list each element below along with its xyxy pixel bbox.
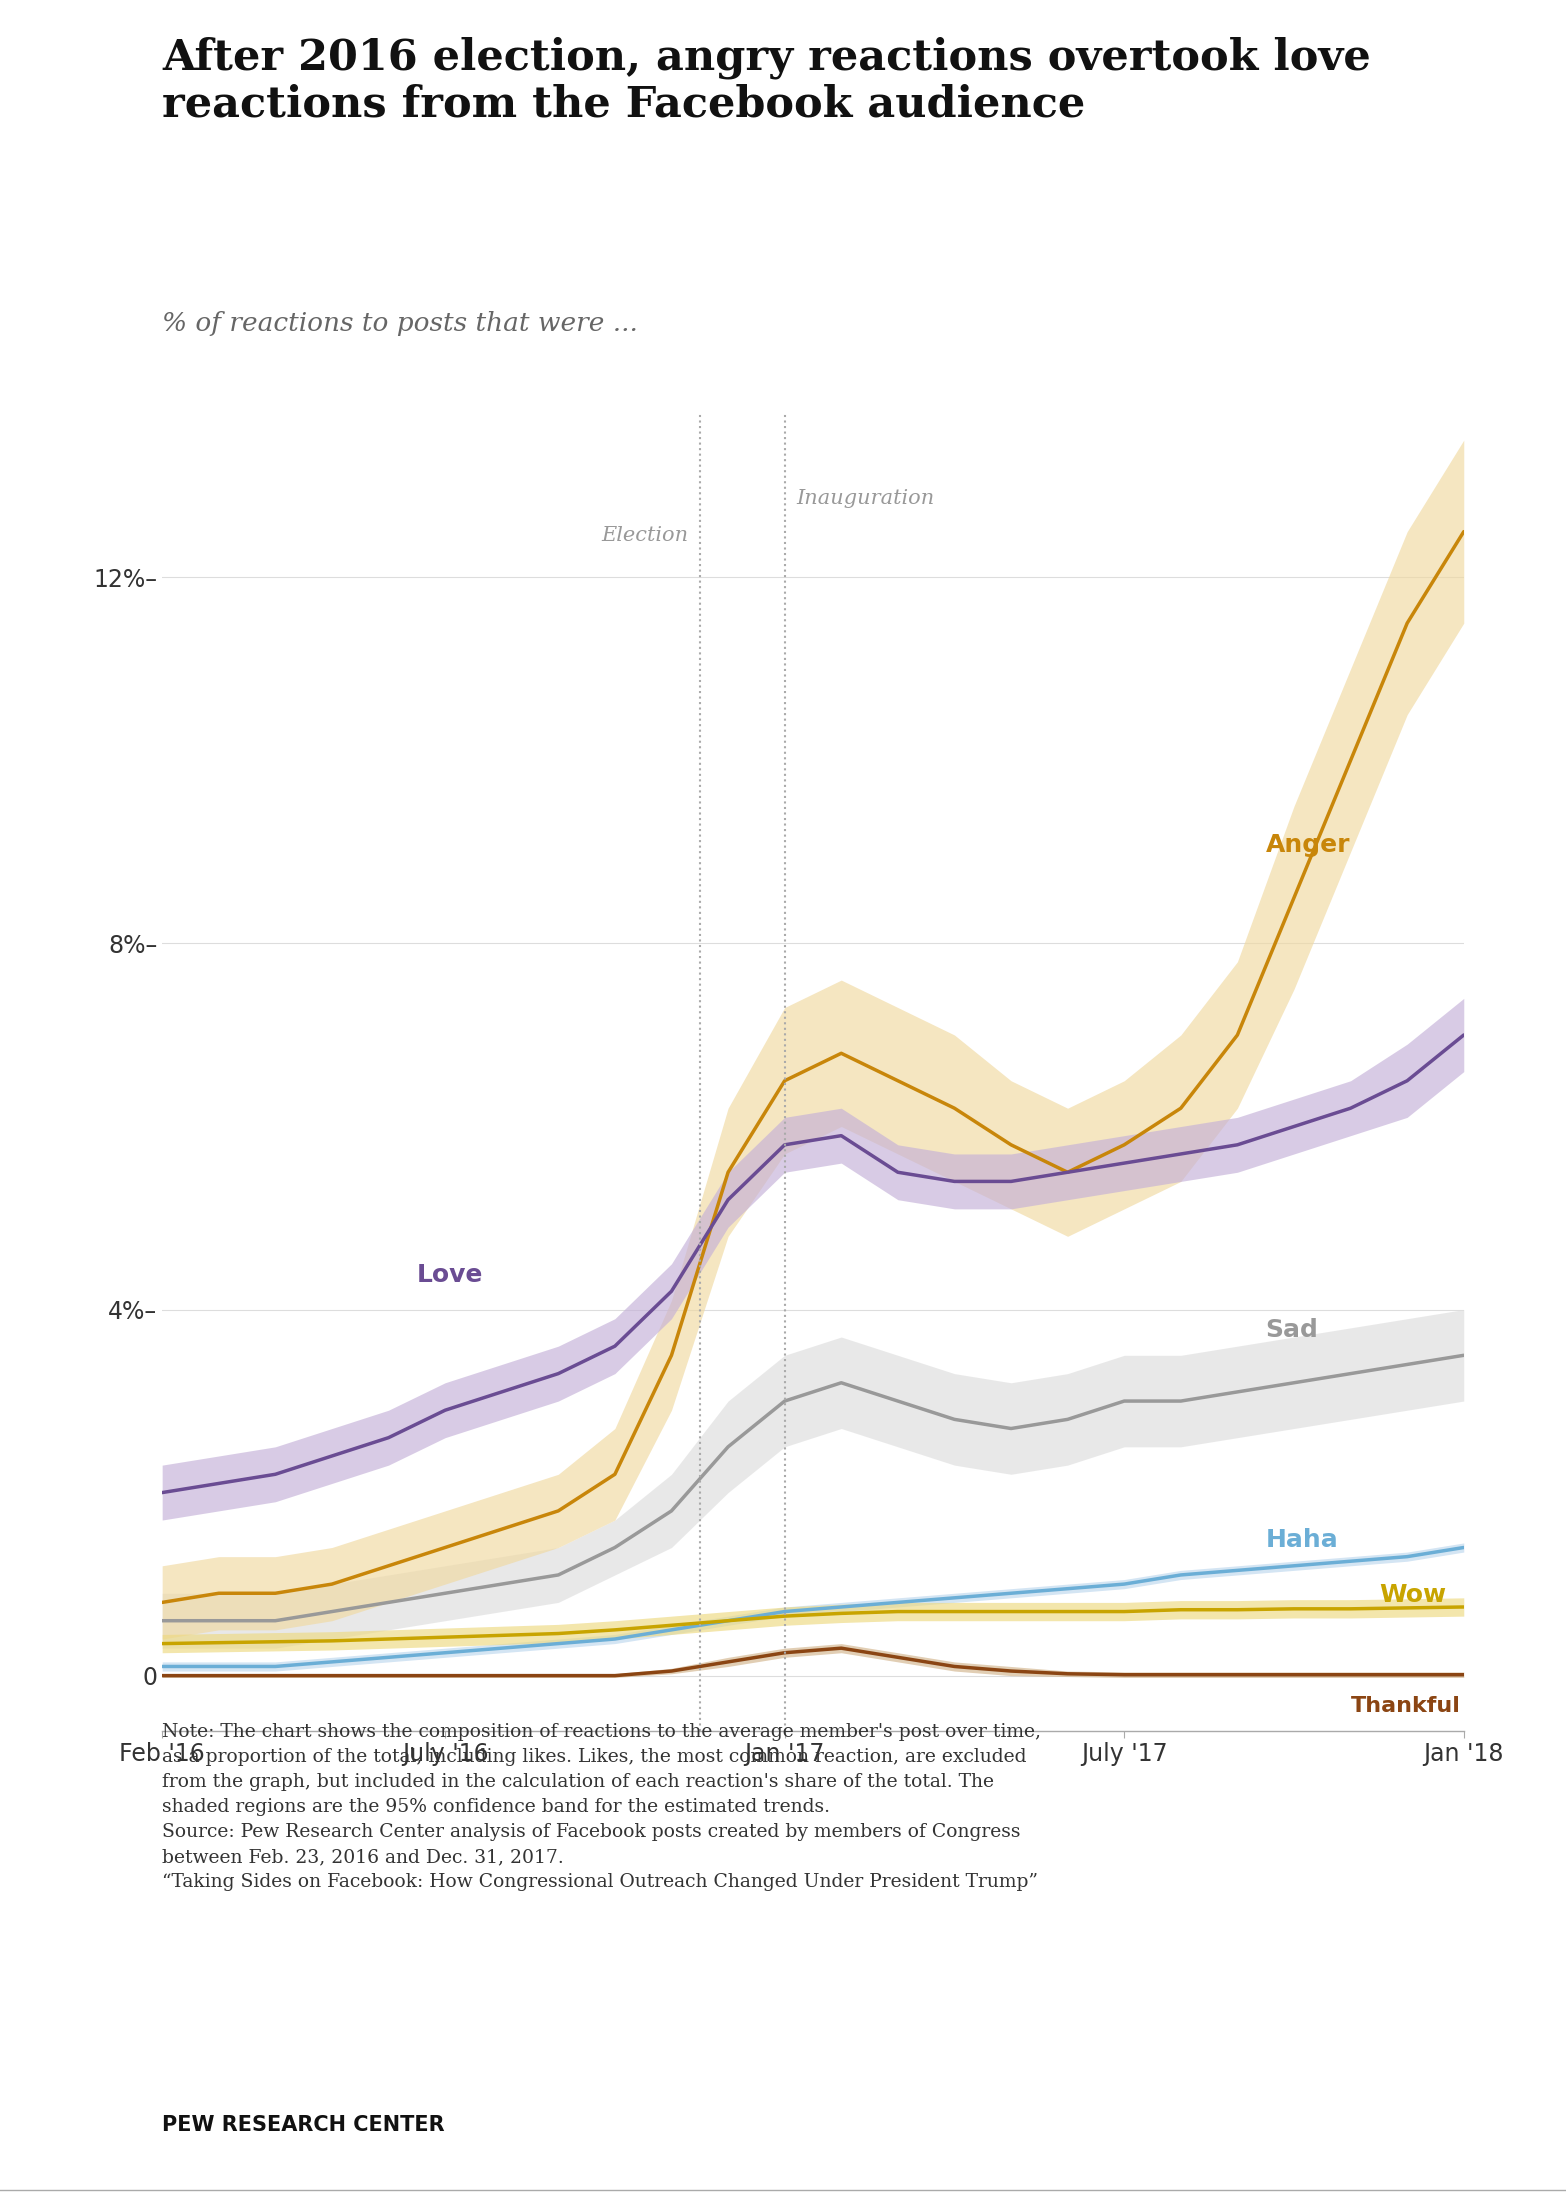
Text: Thankful: Thankful — [1350, 1697, 1461, 1716]
Text: After 2016 election, angry reactions overtook love
reactions from the Facebook a: After 2016 election, angry reactions ove… — [163, 35, 1370, 125]
Text: Election: Election — [601, 526, 689, 546]
Text: PEW RESEARCH CENTER: PEW RESEARCH CENTER — [163, 2115, 445, 2135]
Text: Haha: Haha — [1265, 1528, 1339, 1552]
Text: Note: The chart shows the composition of reactions to the average member's post : Note: The chart shows the composition of… — [163, 1723, 1041, 1892]
Text: Sad: Sad — [1265, 1317, 1319, 1342]
Text: Wow: Wow — [1380, 1583, 1445, 1607]
Text: Love: Love — [417, 1263, 484, 1287]
Text: % of reactions to posts that were ...: % of reactions to posts that were ... — [163, 311, 637, 335]
Text: Inauguration: Inauguration — [796, 489, 935, 509]
Text: Anger: Anger — [1265, 833, 1350, 857]
